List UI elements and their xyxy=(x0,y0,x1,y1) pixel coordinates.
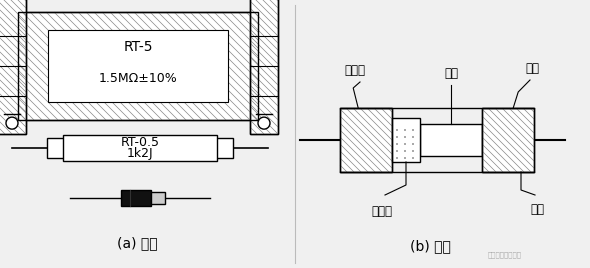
Text: 1k2J: 1k2J xyxy=(127,147,153,161)
Bar xyxy=(482,108,534,172)
Text: 碳膜层: 碳膜层 xyxy=(372,205,392,218)
Bar xyxy=(0,0,26,134)
Text: 硬货淣电子设计图: 硬货淣电子设计图 xyxy=(488,251,522,258)
Bar xyxy=(18,12,258,120)
Bar xyxy=(482,108,534,172)
Bar xyxy=(340,108,392,172)
Bar xyxy=(340,108,392,172)
Bar xyxy=(121,190,151,206)
Bar xyxy=(18,12,258,120)
Bar xyxy=(250,0,278,134)
Text: 1.5MΩ±10%: 1.5MΩ±10% xyxy=(99,72,178,85)
Text: (b) 结构: (b) 结构 xyxy=(409,239,450,253)
Bar xyxy=(340,108,392,172)
Bar xyxy=(215,138,233,158)
Circle shape xyxy=(258,117,270,129)
Text: 保护漆: 保护漆 xyxy=(345,64,365,77)
Text: RT-5: RT-5 xyxy=(123,40,153,54)
Bar xyxy=(250,0,278,134)
Bar xyxy=(482,108,534,172)
Bar xyxy=(18,12,258,120)
Bar xyxy=(63,135,217,161)
Bar xyxy=(47,138,65,158)
Circle shape xyxy=(6,117,18,129)
Text: (a) 外形: (a) 外形 xyxy=(117,236,158,250)
Text: RT-0.5: RT-0.5 xyxy=(120,136,159,150)
Bar xyxy=(420,124,482,156)
Text: 瓷棒: 瓷棒 xyxy=(444,67,458,80)
Bar xyxy=(0,0,26,134)
Text: 帽盖: 帽盖 xyxy=(525,62,539,75)
Bar xyxy=(48,30,228,102)
Bar xyxy=(250,0,278,134)
Text: 引线: 引线 xyxy=(530,203,544,216)
Bar xyxy=(48,30,228,102)
Bar xyxy=(0,0,26,134)
Bar xyxy=(392,118,420,162)
Bar xyxy=(151,192,165,204)
